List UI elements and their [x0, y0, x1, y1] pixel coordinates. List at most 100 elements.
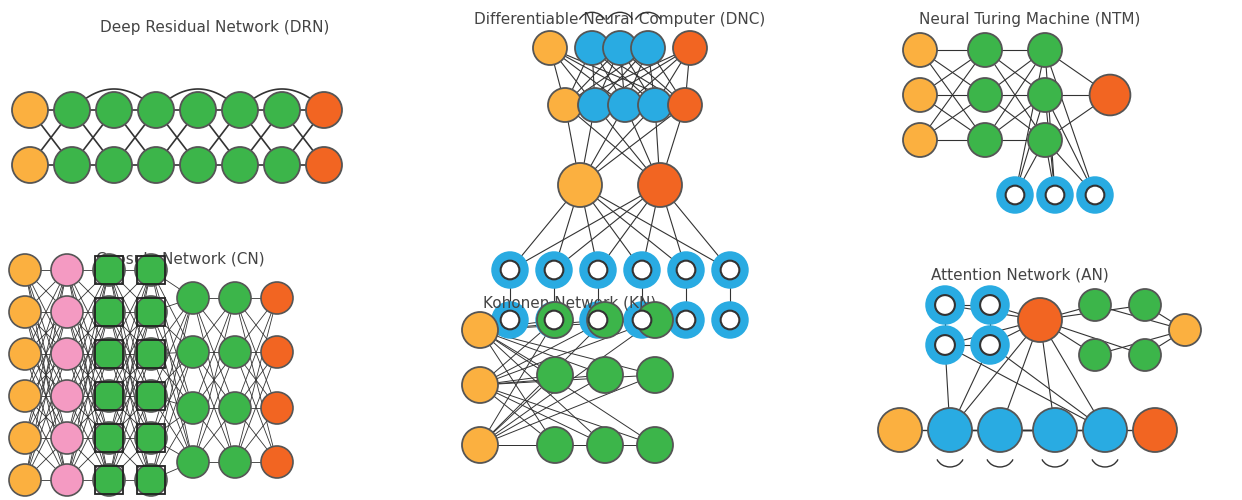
Circle shape: [261, 446, 293, 478]
Circle shape: [180, 92, 216, 128]
Text: Differentiable Neural Computer (DNC): Differentiable Neural Computer (DNC): [474, 12, 765, 27]
Circle shape: [178, 282, 209, 314]
Text: Neural Turing Machine (NTM): Neural Turing Machine (NTM): [919, 12, 1140, 27]
Circle shape: [1169, 314, 1201, 346]
Circle shape: [720, 260, 739, 280]
Circle shape: [96, 147, 132, 183]
Circle shape: [632, 260, 651, 280]
Bar: [96, 466, 123, 493]
Circle shape: [1129, 339, 1161, 371]
Circle shape: [1089, 74, 1130, 116]
Circle shape: [306, 92, 342, 128]
Circle shape: [1028, 123, 1062, 157]
Circle shape: [625, 303, 660, 337]
Circle shape: [537, 302, 573, 338]
Circle shape: [93, 380, 125, 412]
Circle shape: [138, 147, 174, 183]
Circle shape: [669, 253, 703, 287]
Circle shape: [51, 338, 83, 370]
Bar: [96, 340, 123, 367]
Circle shape: [980, 335, 1000, 355]
Circle shape: [493, 303, 527, 337]
Circle shape: [135, 254, 166, 286]
Circle shape: [589, 310, 607, 330]
Circle shape: [545, 310, 564, 330]
Circle shape: [1079, 339, 1112, 371]
Circle shape: [178, 336, 209, 368]
Circle shape: [9, 380, 41, 412]
Circle shape: [545, 260, 564, 280]
Circle shape: [51, 380, 83, 412]
Circle shape: [878, 408, 922, 452]
Circle shape: [637, 302, 673, 338]
Circle shape: [135, 380, 166, 412]
Bar: [96, 298, 123, 326]
Circle shape: [927, 327, 963, 363]
Circle shape: [12, 147, 48, 183]
Circle shape: [9, 338, 41, 370]
Circle shape: [261, 336, 293, 368]
Circle shape: [999, 178, 1032, 212]
Text: Deep Residual Network (DRN): Deep Residual Network (DRN): [101, 20, 329, 35]
Bar: [138, 466, 165, 493]
Circle shape: [977, 408, 1022, 452]
Circle shape: [537, 427, 573, 463]
Circle shape: [589, 260, 607, 280]
Bar: [138, 382, 165, 409]
Circle shape: [1078, 178, 1112, 212]
Circle shape: [587, 357, 623, 393]
Circle shape: [178, 392, 209, 424]
Circle shape: [968, 78, 1002, 112]
Circle shape: [669, 303, 703, 337]
Circle shape: [935, 295, 955, 315]
Circle shape: [219, 282, 251, 314]
Text: Kohonen Network (KN): Kohonen Network (KN): [483, 295, 657, 310]
Circle shape: [537, 357, 573, 393]
Circle shape: [501, 260, 519, 280]
Circle shape: [637, 357, 673, 393]
Circle shape: [9, 254, 41, 286]
Circle shape: [93, 464, 125, 496]
Text: Attention Network (AN): Attention Network (AN): [932, 268, 1109, 283]
Circle shape: [1028, 78, 1062, 112]
Circle shape: [1018, 298, 1062, 342]
Circle shape: [1083, 408, 1126, 452]
Circle shape: [637, 427, 673, 463]
Circle shape: [631, 31, 664, 65]
Circle shape: [903, 33, 936, 67]
Circle shape: [462, 367, 498, 403]
Circle shape: [493, 253, 527, 287]
Circle shape: [96, 92, 132, 128]
Bar: [96, 256, 123, 283]
Text: Capsule Network (CN): Capsule Network (CN): [96, 252, 265, 267]
Circle shape: [968, 123, 1002, 157]
Circle shape: [609, 88, 642, 122]
Circle shape: [93, 296, 125, 328]
Circle shape: [677, 260, 696, 280]
Circle shape: [53, 92, 89, 128]
Circle shape: [1133, 408, 1177, 452]
Circle shape: [9, 296, 41, 328]
Circle shape: [93, 254, 125, 286]
Circle shape: [972, 327, 1009, 363]
Circle shape: [135, 422, 166, 454]
Circle shape: [261, 282, 293, 314]
Circle shape: [180, 147, 216, 183]
Circle shape: [93, 338, 125, 370]
Bar: [138, 256, 165, 283]
Circle shape: [928, 408, 972, 452]
Circle shape: [501, 310, 519, 330]
Circle shape: [265, 147, 301, 183]
Circle shape: [581, 303, 615, 337]
Circle shape: [219, 392, 251, 424]
Circle shape: [219, 336, 251, 368]
Circle shape: [581, 253, 615, 287]
Circle shape: [12, 92, 48, 128]
Circle shape: [219, 446, 251, 478]
Circle shape: [533, 31, 568, 65]
Circle shape: [306, 147, 342, 183]
Circle shape: [558, 163, 602, 207]
Circle shape: [968, 33, 1002, 67]
Circle shape: [53, 147, 89, 183]
Circle shape: [135, 296, 166, 328]
